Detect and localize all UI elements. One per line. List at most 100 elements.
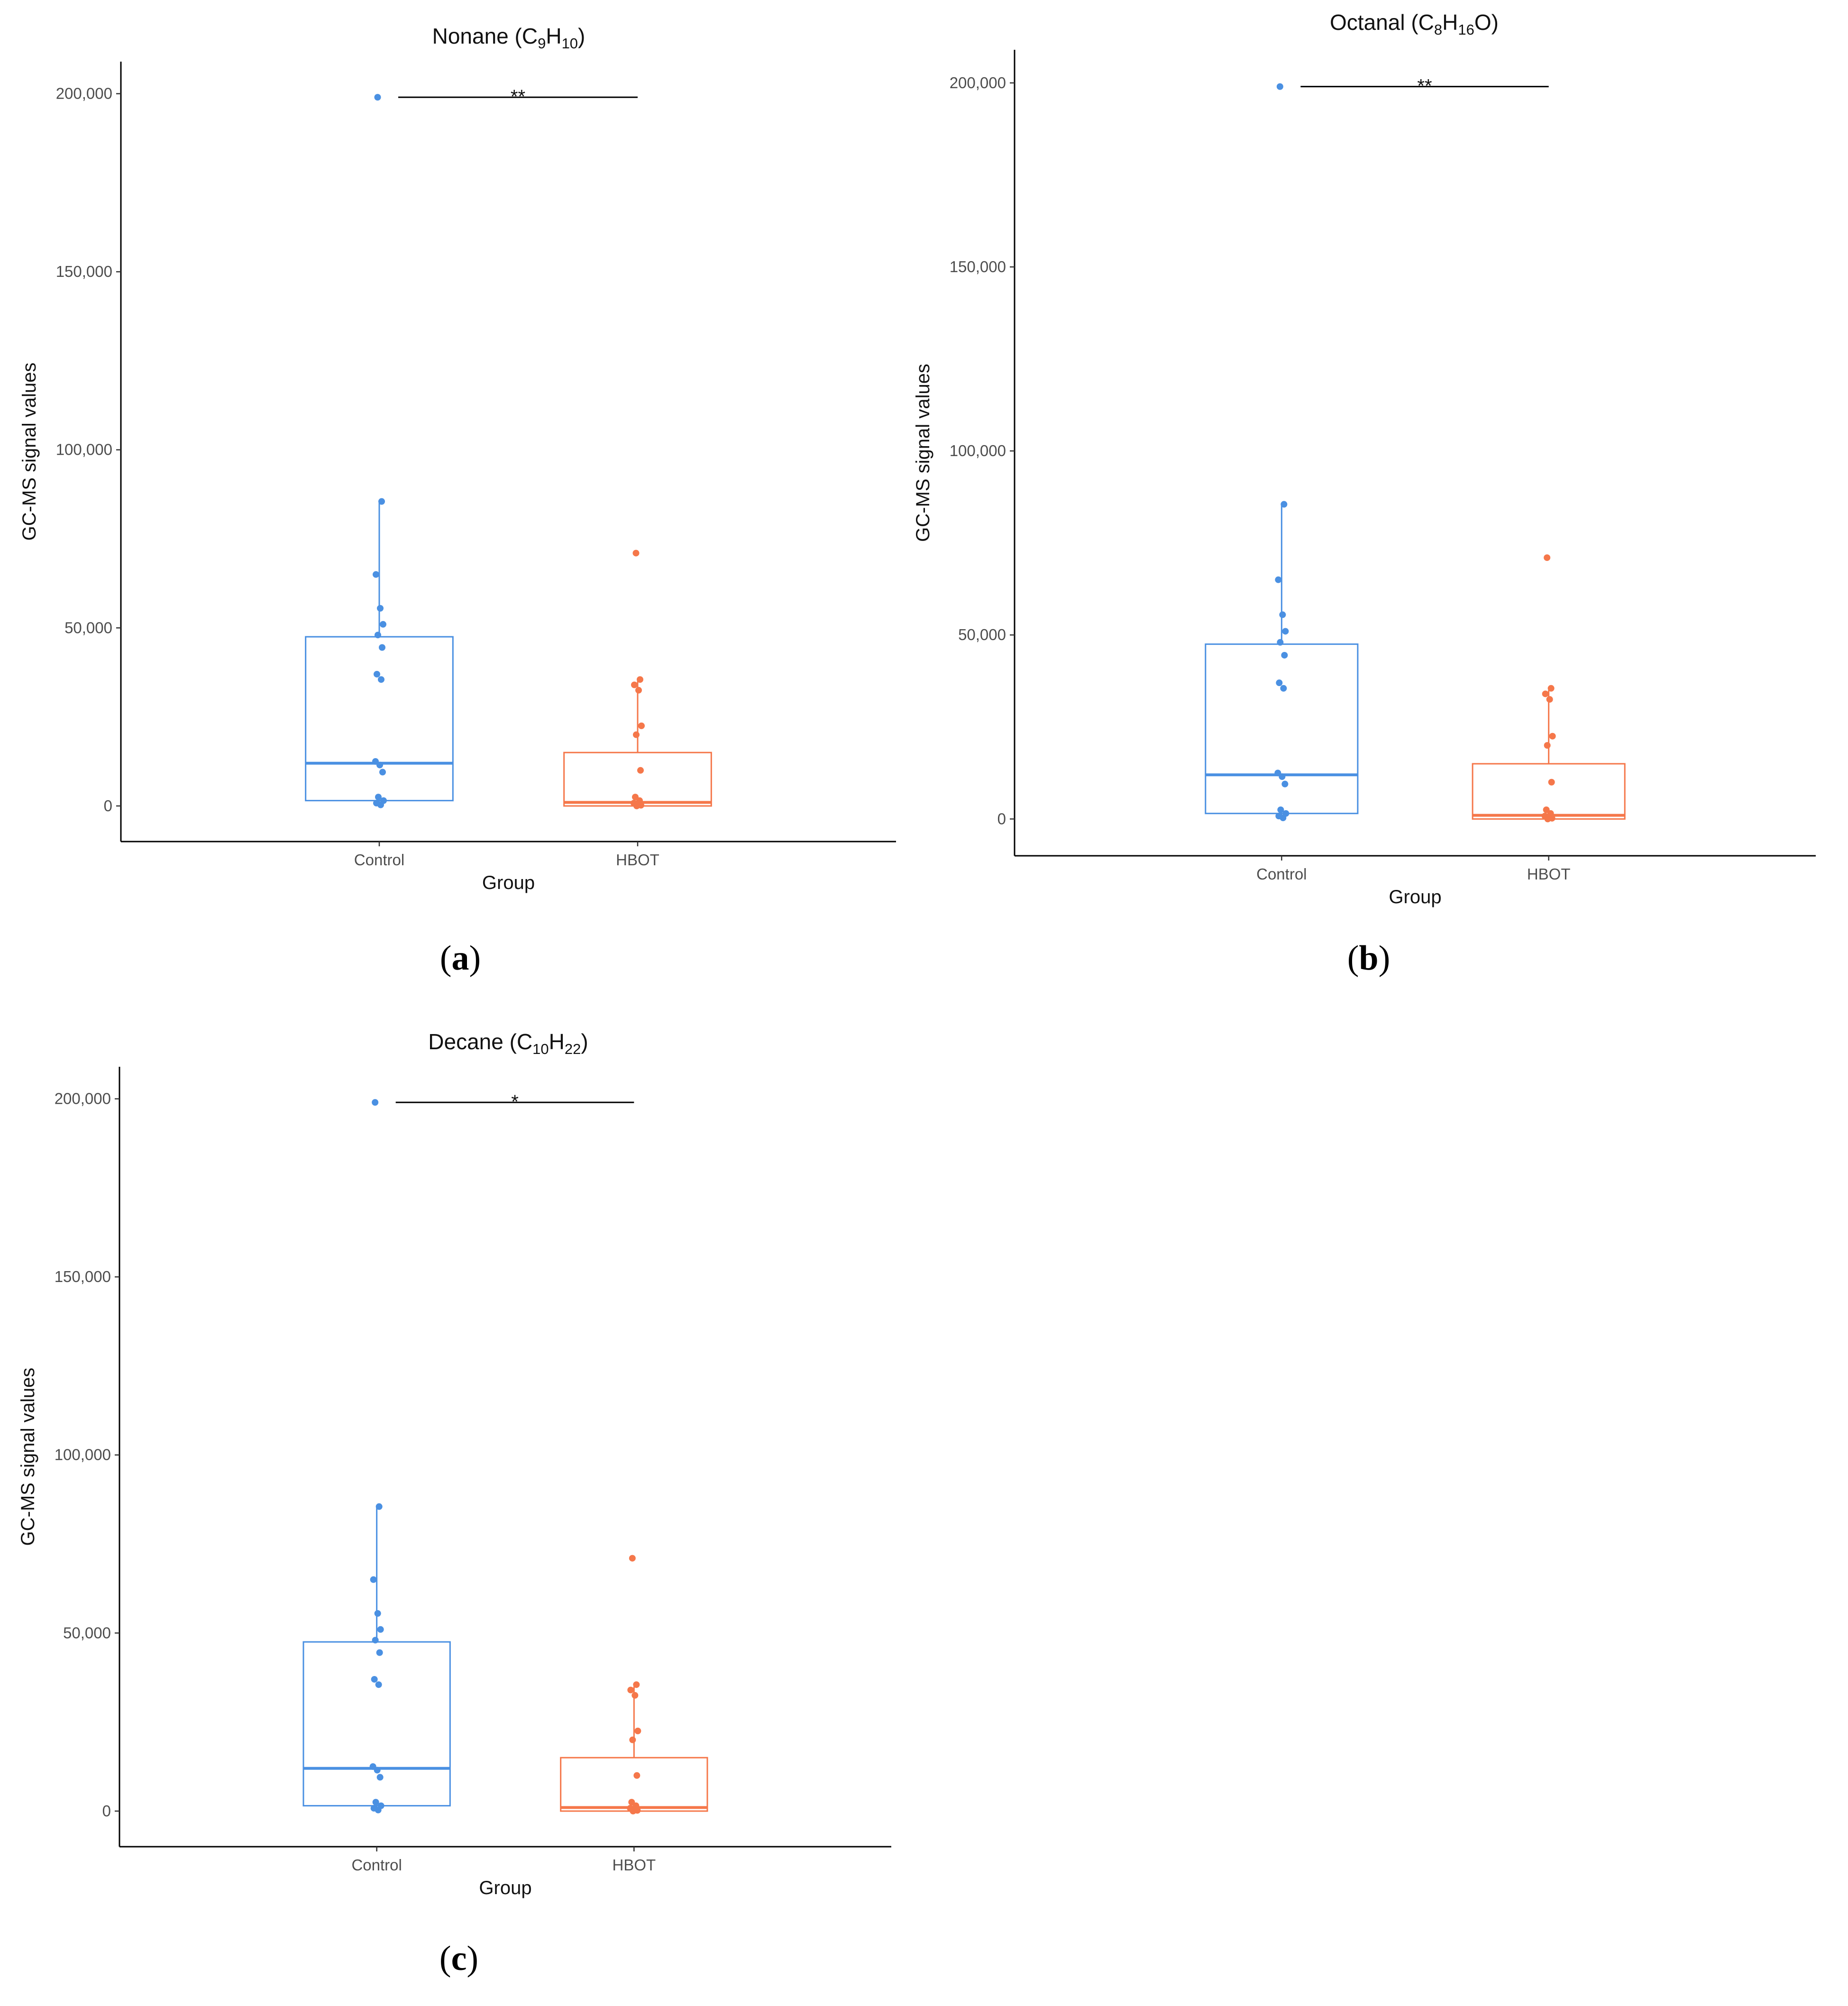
x-tick-label: HBOT [616,851,659,869]
y-tick-label: 0 [104,797,112,815]
title-subscript: 9 [538,35,546,52]
title-text: H [1442,10,1458,35]
data-point [627,1686,634,1694]
data-point [631,1692,639,1699]
title-text: Decane (C [428,1029,532,1054]
box [1205,643,1359,815]
data-point [375,1806,382,1814]
data-point [1277,806,1284,813]
chart-title: Nonane (C9H10) [432,24,586,52]
data-point [1546,696,1553,703]
panel-label-letter: c [451,1939,467,1978]
data-point [375,1681,382,1688]
title-subscript: 10 [562,35,578,52]
box [305,636,454,802]
data-point [370,1576,377,1583]
data-point [638,722,645,729]
data-point [1544,742,1551,749]
data-point [629,1555,636,1562]
panel-label: (a) [440,939,481,978]
data-point [1544,815,1551,823]
data-point [1279,611,1286,618]
data-point [1280,685,1287,692]
chart-panel-b: Octanal (C8H16O) 0 50,000 100,000 150,000 200… [913,10,1816,978]
chart-title: Decane (C10H22) [428,1029,588,1057]
y-tick-label: 200,000 [55,1090,111,1108]
chart-title: Octanal (C8H16O) [1330,10,1499,38]
y-tick-label: 0 [102,1802,111,1820]
data-point [375,794,382,801]
x-axis-title: Group [479,1878,531,1898]
series-control [305,94,454,808]
panel-label: (b) [1347,939,1390,978]
y-tick-label: 200,000 [56,85,112,102]
data-point [630,1807,637,1814]
y-tick-label: 200,000 [950,74,1006,92]
y-tick-label: 150,000 [56,263,112,280]
data-point [633,802,640,809]
data-point [1276,679,1283,687]
series-control [1205,83,1359,822]
x-tick-label: Control [1256,865,1307,883]
series-control [302,1099,451,1814]
data-point [637,676,643,683]
data-point [378,498,385,505]
y-tick-label: 100,000 [950,442,1006,459]
data-point [376,1649,383,1656]
y-tick-label: 150,000 [55,1268,111,1285]
data-point [1548,779,1555,786]
data-point [1549,733,1556,740]
data-point [375,1503,383,1510]
panel-label-letter: b [1359,939,1378,978]
significance-label: * [511,1091,519,1112]
data-point [1282,628,1289,635]
title-subscript: 10 [532,1041,549,1057]
y-tick-label: 50,000 [63,1624,111,1641]
x-axis-title: Group [482,872,535,893]
x-tick-label: Control [351,1856,402,1874]
y-tick-label: 50,000 [64,619,112,636]
chart-panel-c: Decane (C10H22) 0 50,000 100,000 150,000 200,… [18,1029,891,1978]
y-axis-title: GC-MS signal values [913,364,933,542]
significance-label: ** [1417,76,1432,97]
data-point [377,1626,384,1633]
data-point [629,1736,636,1743]
data-point [1542,690,1549,697]
data-point [633,731,640,738]
data-point [637,767,644,774]
series-hbot [563,550,712,809]
data-point [1544,554,1551,561]
title-subscript: 8 [1434,21,1442,38]
data-point [376,1774,384,1781]
y-axis-title: GC-MS signal values [18,1368,38,1546]
data-point [380,621,386,628]
panel-label: (c) [439,1939,478,1978]
data-point [374,1610,381,1617]
title-text: ) [578,24,585,48]
title-subscript: 22 [565,1041,581,1057]
data-point [374,94,381,101]
data-point [1281,780,1289,788]
series-hbot [1472,554,1626,823]
data-point [376,761,383,769]
title-text: H [546,24,561,48]
title-text: H [549,1029,565,1054]
data-point [374,670,380,678]
panel-label-open: ( [1347,939,1359,978]
data-point [632,550,640,557]
data-point [1275,576,1282,583]
y-tick-label: 0 [997,810,1006,827]
data-point [1276,83,1283,90]
title-subscript: 16 [1458,21,1474,38]
data-point [634,1727,641,1734]
panel-label-close: ) [1379,939,1391,978]
chart-panel-a: Nonane (C9H10) 0 50,000 100,000 150,000 200,0… [19,24,896,978]
data-point [1281,651,1288,659]
panel-label-open: ( [439,1939,451,1978]
data-point [633,1772,640,1779]
y-tick-label: 50,000 [958,626,1006,643]
data-point [1279,773,1286,780]
panel-label-open: ( [440,939,452,978]
y-tick-label: 100,000 [55,1446,111,1464]
